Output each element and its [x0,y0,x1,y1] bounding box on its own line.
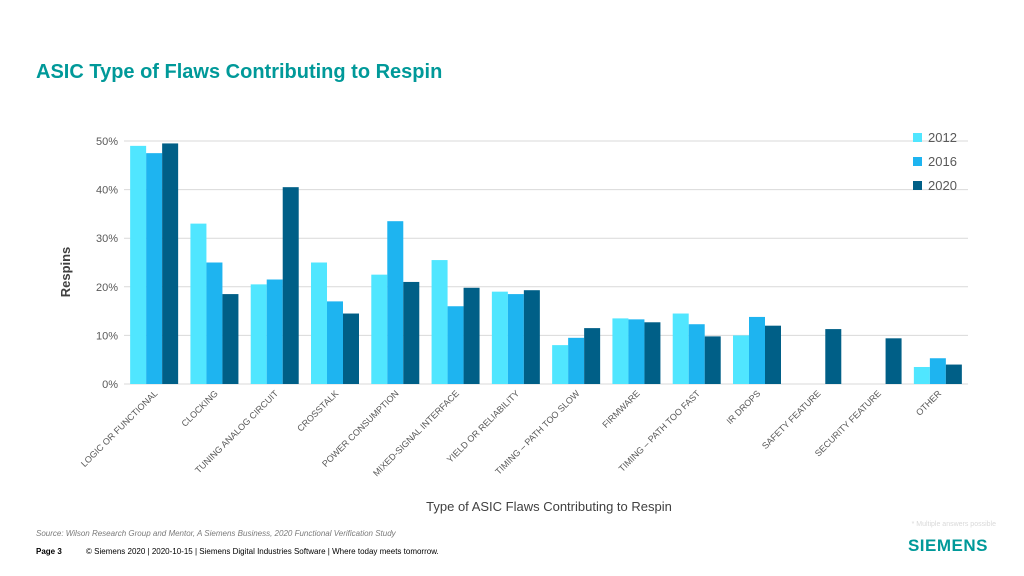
bar-2012 [612,318,629,384]
bar-2020 [825,329,842,384]
page-number: Page 3 [36,547,62,556]
y-tick-label: 10% [96,330,118,342]
bar-2012 [672,313,689,384]
bar-2020 [282,187,299,384]
bar-2012 [130,145,147,384]
bar-2012 [190,223,207,384]
legend-label: 2020 [928,178,957,193]
bar-2016 [749,316,765,384]
gridlines [124,140,968,385]
bar-2020 [885,338,902,384]
legend-swatch [913,133,922,142]
bar-2012 [552,345,569,384]
bar-2016 [628,319,645,384]
y-tick-label: 40% [96,185,118,197]
x-tick-label: OTHER [914,388,944,418]
bar-2016 [387,221,404,384]
bar-2016 [266,279,283,384]
legend-swatch [913,157,922,166]
bar-2016 [507,294,524,384]
bar-2020 [765,325,781,384]
bar-2020 [222,294,239,384]
x-tick-label: SECURITY FEATURE [813,388,883,458]
x-tick-label: LOGIC OR FUNCTIONAL [79,388,160,469]
page-title: ASIC Type of Flaws Contributing to Respi… [36,61,443,83]
legend-swatch [913,181,922,190]
bar-2016 [688,324,705,384]
bar-2012 [733,335,749,384]
y-axis-label: Respins [58,247,73,298]
bar-2020 [523,290,540,384]
bar-2012 [311,262,327,384]
bar-2020 [704,336,721,384]
footer-text: © Siemens 2020 | 2020-10-15 | Siemens Di… [86,547,439,556]
bar-2012 [371,274,388,384]
bar-2016 [447,306,464,384]
footer: Page 3 © Siemens 2020 | 2020-10-15 | Sie… [36,547,439,556]
bar-2016 [206,262,223,384]
y-tick-label: 20% [96,282,118,294]
x-tick-label: IR DROPS [725,388,763,426]
bar-2016 [327,301,343,384]
y-tick-label: 50% [96,136,118,148]
bar-2012 [491,291,508,384]
legend-label: 2016 [928,154,957,169]
bar-2012 [250,284,267,384]
bar-2016 [568,337,585,384]
bar-2020 [343,313,359,384]
y-tick-label: 0% [102,379,118,391]
bar-2020 [403,281,420,384]
y-axis-tick-labels: 0% 10% 20% 30% 40% 50% [96,136,118,391]
bars [130,143,962,384]
bar-2020 [162,143,179,384]
x-tick-label: SAFETY FEATURE [760,388,823,451]
bar-2016 [146,153,163,384]
legend-label: 2012 [928,130,957,145]
x-tick-label: CROSSTALK [295,388,340,433]
bar-2020 [463,287,480,384]
bar-2012 [913,366,930,384]
bar-2012 [431,260,448,384]
bar-2020 [584,328,601,384]
y-tick-label: 30% [96,233,118,245]
bar-chart: 0% 10% 20% 30% 40% 50% LOGIC OR FUNCTIONAL CLO… [58,130,968,514]
bar-2020 [644,322,661,384]
bar-2016 [929,358,946,384]
legend: 2012 2016 2020 [913,130,957,193]
bar-2020 [945,364,962,384]
x-tick-label: FIRMWARE [600,388,641,429]
siemens-logo: SIEMENS [907,536,988,555]
x-tick-label: CLOCKING [180,388,220,428]
x-axis-label: Type of ASIC Flaws Contributing to Respi… [426,499,672,514]
multiple-answers-note: * Multiple answers possible [911,521,996,528]
source-note: Source: Wilson Research Group and Mentor… [36,529,396,538]
